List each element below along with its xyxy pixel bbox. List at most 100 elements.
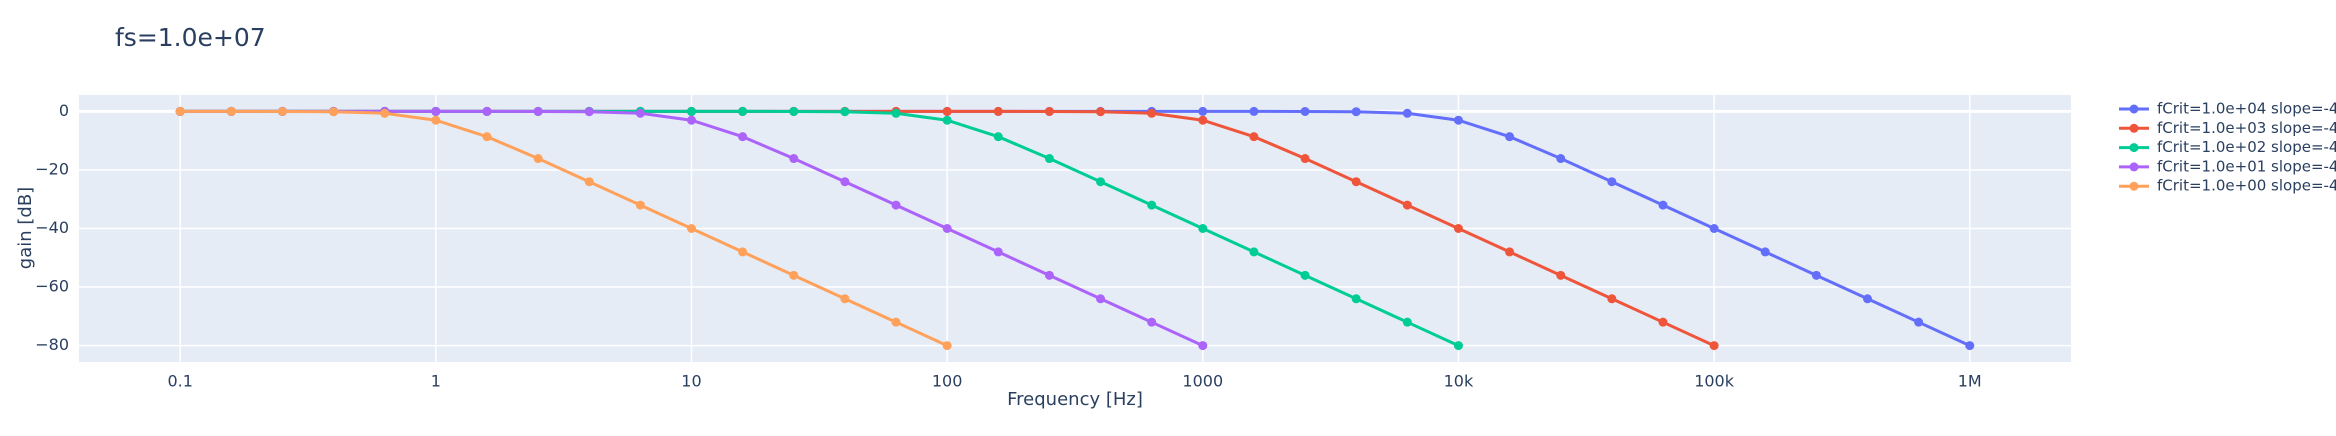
data-point xyxy=(738,132,748,142)
data-point xyxy=(942,341,952,351)
data-point xyxy=(226,106,236,116)
data-point xyxy=(584,107,594,117)
y-tick-label: 0 xyxy=(59,101,69,120)
data-point xyxy=(993,247,1003,257)
data-point xyxy=(1249,247,1259,257)
data-point xyxy=(1096,107,1106,117)
data-point xyxy=(1862,294,1872,304)
data-point xyxy=(840,107,850,117)
data-point xyxy=(329,107,339,117)
data-point xyxy=(1556,270,1566,280)
data-point xyxy=(1453,341,1463,351)
data-point xyxy=(1505,247,1515,257)
data-point xyxy=(1658,200,1668,210)
data-point xyxy=(1556,154,1566,164)
x-axis-title: Frequency [Hz] xyxy=(1007,389,1143,410)
data-point xyxy=(993,106,1003,116)
data-point xyxy=(993,132,1003,142)
legend-label: fCrit=1.0e+04 slope=-40.6 xyxy=(2157,100,2336,118)
data-point xyxy=(482,106,492,116)
data-point xyxy=(1198,115,1208,125)
data-point xyxy=(584,177,594,187)
y-tick-label: −20 xyxy=(35,159,69,178)
data-point xyxy=(431,106,441,116)
data-point xyxy=(1198,106,1208,116)
data-point xyxy=(1044,270,1054,280)
data-point xyxy=(1096,177,1106,187)
data-point xyxy=(533,154,543,164)
data-point xyxy=(1044,154,1054,164)
x-tick-label: 10 xyxy=(681,372,701,391)
data-point xyxy=(686,106,696,116)
data-point xyxy=(1300,154,1310,164)
data-point xyxy=(1709,341,1719,351)
data-point xyxy=(789,106,799,116)
data-point xyxy=(175,106,185,116)
data-point xyxy=(686,224,696,233)
data-point xyxy=(1505,132,1515,142)
data-point xyxy=(1198,224,1208,233)
data-point xyxy=(482,132,492,142)
data-point xyxy=(738,247,748,257)
data-point xyxy=(1811,270,1821,280)
data-point xyxy=(1147,200,1157,210)
legend-marker xyxy=(2129,181,2139,191)
x-tick-label: 100k xyxy=(1694,372,1735,391)
legend-marker xyxy=(2129,123,2139,133)
legend-marker xyxy=(2129,143,2139,153)
y-tick-label: −60 xyxy=(35,277,69,296)
data-point xyxy=(1709,224,1719,233)
data-point xyxy=(635,108,645,118)
y-axis-title: gain [dB] xyxy=(15,187,36,269)
data-point xyxy=(533,106,543,116)
data-point xyxy=(891,108,901,118)
y-tick-label: −40 xyxy=(35,218,69,237)
data-point xyxy=(942,106,952,116)
data-point xyxy=(1965,341,1975,351)
data-point xyxy=(1914,317,1924,327)
data-point xyxy=(1147,108,1157,118)
data-point xyxy=(1402,317,1412,327)
data-point xyxy=(431,115,441,125)
data-point xyxy=(942,115,952,125)
data-point xyxy=(1351,177,1361,187)
data-point xyxy=(1300,106,1310,116)
data-point xyxy=(277,106,287,116)
data-point xyxy=(1351,107,1361,117)
data-point xyxy=(380,108,390,118)
data-point xyxy=(738,106,748,116)
data-point xyxy=(891,317,901,327)
data-point xyxy=(789,154,799,164)
x-tick-label: 1 xyxy=(431,372,441,391)
data-point xyxy=(1658,317,1668,327)
legend-label: fCrit=1.0e+01 slope=-40.0 xyxy=(2157,157,2336,175)
data-point xyxy=(1249,106,1259,116)
data-point xyxy=(1249,132,1259,142)
data-point xyxy=(1198,341,1208,351)
legend-label: fCrit=1.0e+00 slope=-40.0 xyxy=(2157,177,2336,195)
data-point xyxy=(840,177,850,187)
series-line xyxy=(180,109,948,347)
x-tick-label: 100 xyxy=(932,372,963,391)
data-point xyxy=(1402,200,1412,210)
legend-label: fCrit=1.0e+02 slope=-40.0 xyxy=(2157,138,2336,156)
data-point xyxy=(942,224,952,233)
data-point xyxy=(840,294,850,304)
data-point xyxy=(635,200,645,210)
data-point xyxy=(789,270,799,280)
x-tick-label: 10k xyxy=(1444,372,1474,391)
data-point xyxy=(1351,294,1361,304)
chart-title: fs=1.0e+07 xyxy=(115,23,266,52)
data-point xyxy=(1402,108,1412,118)
data-point xyxy=(1607,177,1617,187)
data-point xyxy=(891,200,901,210)
y-tick-label: −80 xyxy=(35,335,69,354)
x-tick-label: 1000 xyxy=(1182,372,1223,391)
data-point xyxy=(1607,294,1617,304)
legend-label: fCrit=1.0e+03 slope=-40.0 xyxy=(2157,119,2336,137)
data-point xyxy=(1760,247,1770,257)
data-point xyxy=(686,115,696,125)
data-point xyxy=(1453,224,1463,233)
